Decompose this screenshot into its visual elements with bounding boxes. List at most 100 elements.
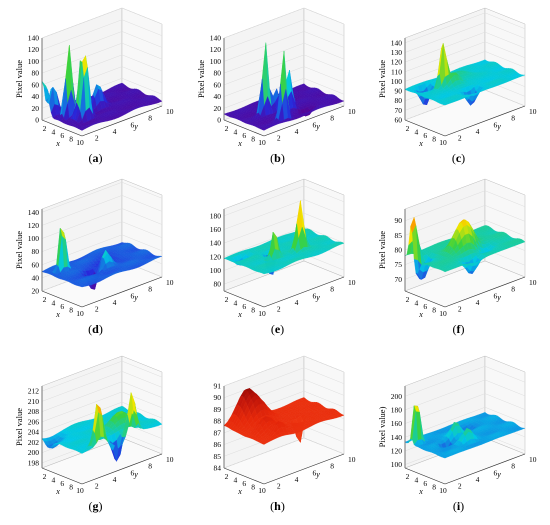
x-axis: 2 4 6 8 10 x xyxy=(404,290,447,319)
z-tick-label: 210 xyxy=(28,397,40,406)
caption-close: ) xyxy=(460,499,465,513)
y-tick-label: 10 xyxy=(529,455,537,464)
z-tick-label: 200 xyxy=(391,392,403,401)
x-tick-label: 6 xyxy=(242,302,246,311)
z-tick-label: 120 xyxy=(391,446,403,455)
surface-mesh xyxy=(41,45,163,131)
y-axis: 2 4 6 8 10 y xyxy=(81,105,174,143)
y-tick-label: 4 xyxy=(113,127,117,136)
y-tick-label: 10 xyxy=(348,278,356,287)
caption-close: ) xyxy=(280,499,285,513)
caption-letter: i xyxy=(456,499,461,513)
y-axis-label: y xyxy=(133,122,138,131)
panel-caption: (a) xyxy=(8,151,183,166)
x-axis-label: x xyxy=(55,310,60,319)
z-tick-label: 200 xyxy=(28,448,40,457)
x-tick-label: 2 xyxy=(406,295,410,304)
y-tick-label: 10 xyxy=(166,455,174,464)
y-tick-label: 6 xyxy=(493,291,497,300)
y-tick-label: 10 xyxy=(166,278,174,287)
y-tick-label: 10 xyxy=(348,107,356,116)
x-axis-label: x xyxy=(237,310,242,319)
z-tick-label: 85 xyxy=(214,452,222,461)
x-tick-label: 10 xyxy=(76,138,84,147)
caption-open: ( xyxy=(88,499,93,513)
z-tick-label: 120 xyxy=(28,221,40,230)
caption-letter: d xyxy=(92,322,99,336)
x-tick-label: 6 xyxy=(60,479,64,488)
y-tick-label: 8 xyxy=(511,114,515,123)
z-tick-label: 140 xyxy=(28,208,40,217)
x-tick-label: 4 xyxy=(414,127,418,136)
x-axis-label: x xyxy=(418,139,423,148)
y-tick-label: 4 xyxy=(295,475,299,484)
x-axis-label: x xyxy=(55,487,60,496)
z-tick-label: 140 xyxy=(210,239,222,248)
surface-panel-a: 0 20 40 60 80 100 120 140 Pixel value 2 4 6 8 10 x 2 4 6 8… xyxy=(8,2,183,172)
y-tick-label: 10 xyxy=(166,107,174,116)
x-axis: 2 4 6 8 10 x xyxy=(404,119,447,148)
z-axis-label: Pixel value xyxy=(14,231,24,269)
z-tick-label: 100 xyxy=(391,77,403,86)
y-axis-label: y xyxy=(315,122,320,131)
z-tick-label: 87 xyxy=(214,428,222,437)
x-axis: 2 4 6 8 10 x xyxy=(223,290,266,319)
y-axis: 2 4 6 8 10 y xyxy=(263,105,356,143)
y-tick-label: 8 xyxy=(330,114,334,123)
y-axis: 2 4 6 8 10 y xyxy=(444,276,537,314)
z-tick-label: 40 xyxy=(214,92,222,101)
panel-caption: (h) xyxy=(190,499,365,514)
z-tick-label: 89 xyxy=(214,405,222,414)
z-tick-label: 160 xyxy=(210,225,222,234)
z-tick-label: 20 xyxy=(214,104,222,113)
y-tick-label: 4 xyxy=(295,127,299,136)
panel-caption: (g) xyxy=(8,499,183,514)
z-tick-label: 100 xyxy=(210,266,222,275)
z-axis: 0 20 40 60 80 100 120 140 Pixel value xyxy=(14,34,43,125)
z-tick-label: 80 xyxy=(395,246,403,255)
surface-mesh xyxy=(223,388,345,445)
z-tick-label: 86 xyxy=(214,440,222,449)
z-axis: 84 85 86 87 88 89 90 91 xyxy=(214,382,225,473)
y-axis: 2 4 6 8 10 y xyxy=(263,276,356,314)
z-tick-label: 160 xyxy=(391,419,403,428)
x-tick-label: 10 xyxy=(76,309,84,318)
z-tick-label: 140 xyxy=(28,34,40,43)
panel-caption: (b) xyxy=(190,151,365,166)
x-tick-label: 10 xyxy=(258,486,266,495)
z-tick-label: 120 xyxy=(28,45,40,54)
x-tick-label: 8 xyxy=(69,305,73,314)
x-tick-label: 8 xyxy=(69,134,73,143)
y-axis-label: y xyxy=(496,293,501,302)
z-axis: 70 75 80 85 90 Pixel value xyxy=(377,209,406,291)
z-tick-label: 140 xyxy=(391,433,403,442)
x-tick-label: 8 xyxy=(432,134,436,143)
y-tick-label: 6 xyxy=(312,291,316,300)
x-tick-label: 2 xyxy=(406,124,410,133)
caption-open: ( xyxy=(452,322,457,336)
surface-panel-d: 20 40 60 80 100 120 140 Pixel value 2 4 6 8 10 x 2 4 6 8 1… xyxy=(8,173,183,343)
y-tick-label: 8 xyxy=(148,285,152,294)
y-tick-label: 2 xyxy=(458,482,462,491)
x-axis: 2 4 6 8 10 x xyxy=(41,290,84,319)
y-tick-label: 6 xyxy=(312,120,316,129)
caption-close: ) xyxy=(280,151,285,165)
z-tick-label: 100 xyxy=(391,460,403,469)
z-axis-label: Pixel value) xyxy=(377,406,387,447)
panel-caption: (i) xyxy=(371,499,546,514)
z-axis: 0 20 40 60 80 100 120 140 Pixel value xyxy=(196,34,225,125)
z-tick-label: 208 xyxy=(28,407,40,416)
surface-panel-b: 0 20 40 60 80 100 120 140 Pixel value 2 4 6 8 10 x 2 4 6 8… xyxy=(190,2,365,172)
x-tick-label: 2 xyxy=(225,472,229,481)
caption-close: ) xyxy=(98,499,103,513)
z-axis-label: Pixel value xyxy=(196,60,206,98)
y-tick-label: 4 xyxy=(113,298,117,307)
y-tick-label: 8 xyxy=(148,114,152,123)
x-tick-label: 2 xyxy=(43,472,47,481)
z-tick-label: 60 xyxy=(214,80,222,89)
caption-letter: a xyxy=(92,151,99,165)
caption-letter: e xyxy=(274,322,281,336)
caption-close: ) xyxy=(98,151,103,165)
